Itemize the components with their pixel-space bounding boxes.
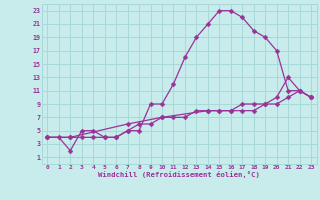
X-axis label: Windchill (Refroidissement éolien,°C): Windchill (Refroidissement éolien,°C) [98, 171, 260, 178]
